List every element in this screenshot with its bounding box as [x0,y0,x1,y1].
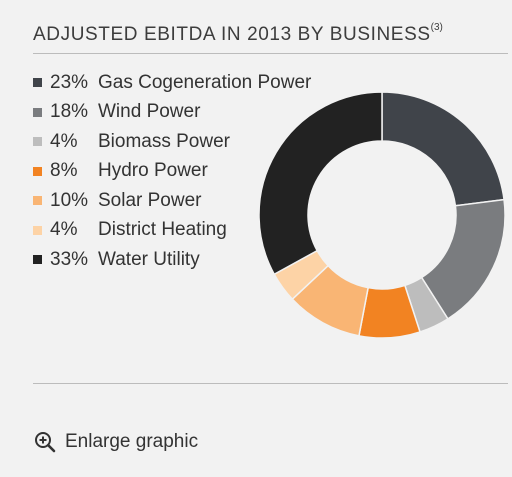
legend-item: 4% Biomass Power [33,127,311,157]
legend-value: 18% [50,101,89,123]
footnote-marker: (3) [430,21,443,33]
zoom-in-icon [35,432,56,453]
legend-item: 23% Gas Cogeneration Power [33,68,311,98]
legend-value: 4% [50,130,78,152]
bottom-divider [33,383,508,384]
legend-swatch [33,78,42,88]
donut-slice [258,91,383,276]
legend-label: Hydro Power [98,160,208,182]
legend-swatch [33,255,42,265]
legend-label: Wind Power [98,101,201,123]
chart-title: ADJUSTED EBITDA IN 2013 BY BUSINESS(3) [33,21,443,46]
legend-item: 10% Solar Power [33,186,311,216]
legend-label: District Heating [98,219,227,241]
chart-legend: 23% Gas Cogeneration Power 18% Wind Power 4%… [33,68,311,275]
chart-title-text: ADJUSTED EBITDA IN 2013 BY BUSINESS [33,24,431,45]
legend-value: 4% [50,219,78,241]
legend-swatch [33,107,42,117]
enlarge-graphic-label: Enlarge graphic [65,431,199,452]
legend-label: Solar Power [98,189,202,211]
top-divider [33,53,508,54]
legend-swatch [33,166,42,176]
legend-swatch [33,196,42,206]
legend-item: 33% Water Utility [33,245,311,275]
legend-item: 8% Hydro Power [33,157,311,187]
enlarge-graphic-link[interactable]: Enlarge graphic [33,430,198,454]
legend-value: 10% [50,189,89,211]
legend-value: 33% [50,248,89,270]
legend-value: 8% [50,160,78,182]
legend-label: Gas Cogeneration Power [98,71,312,93]
legend-item: 4% District Heating [33,216,311,246]
donut-slice [381,91,505,207]
legend-label: Water Utility [98,248,200,270]
legend-label: Biomass Power [98,130,230,152]
legend-value: 23% [50,71,89,93]
legend-item: 18% Wind Power [33,98,311,128]
legend-swatch [33,137,42,147]
legend-swatch [33,225,42,235]
